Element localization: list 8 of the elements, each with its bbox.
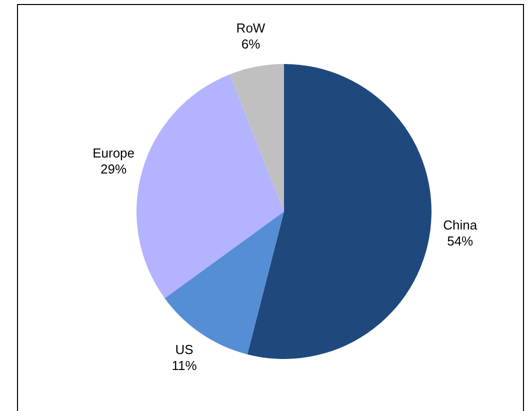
slice-label: Europe [92,146,135,161]
data-label: 29% [100,162,127,177]
data-label: 54% [447,233,474,248]
data-label: 6% [241,36,261,52]
data-label: 11% [172,358,198,373]
slice-label: China [443,217,478,232]
slice-label: US [175,342,194,357]
slice-label: RoW [236,20,266,36]
